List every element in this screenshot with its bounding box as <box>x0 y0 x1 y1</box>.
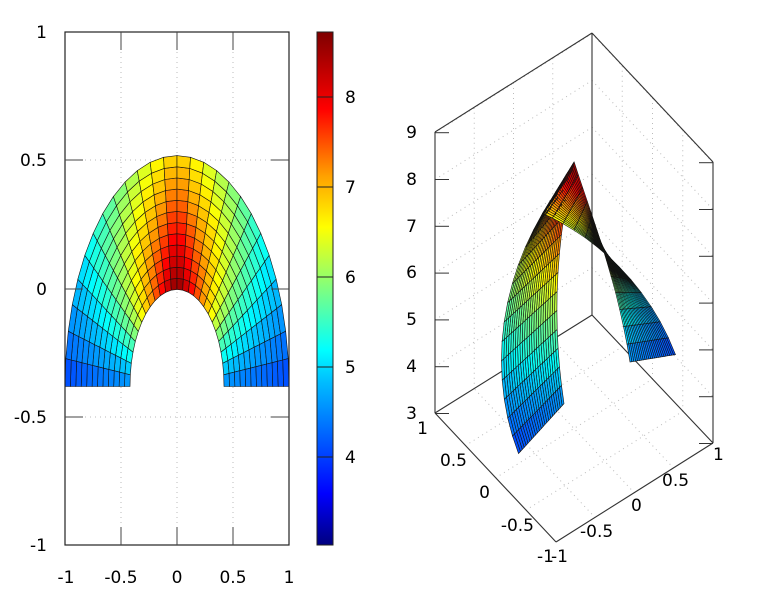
x-tick-label: 0.5 <box>219 568 246 588</box>
x-tick-label: -1 <box>58 568 75 588</box>
z-tick-label: 8 <box>406 170 417 190</box>
grid-lines <box>434 33 714 519</box>
x-tick-label: 1 <box>284 568 295 588</box>
colorbar-tick-label: 5 <box>345 358 356 378</box>
x-tick-label: -0.5 <box>104 568 137 588</box>
tick-marks <box>65 32 289 545</box>
surface-mesh <box>64 155 290 387</box>
y-tick-label: -1 <box>537 547 554 567</box>
axis-box <box>434 32 714 543</box>
colorbar-tick-label: 8 <box>345 88 356 108</box>
x-tick-label: -1 <box>551 547 568 567</box>
x-tick-label: 0.5 <box>662 471 689 491</box>
x-tick-label: 1 <box>713 445 724 465</box>
surface-mesh-3d <box>501 161 676 455</box>
colorbar-tick-label: 6 <box>345 268 356 288</box>
right-3d-plot: 9 8 7 6 5 4 3 1 0.5 0 -0.5 -1 -1 -0.5 0 … <box>406 32 724 567</box>
left-map-plot: 1 0.5 0 -0.5 -1 -1 -0.5 0 0.5 1 <box>14 23 295 588</box>
colorbar-tick-label: 4 <box>345 448 356 468</box>
z-tick-label: 9 <box>406 123 417 143</box>
x-tick-label: 0 <box>631 496 642 516</box>
colorbar: 8 7 6 5 4 <box>316 31 356 546</box>
y-tick-label: 0 <box>36 280 47 300</box>
x-tick-label: -0.5 <box>580 522 613 542</box>
y-tick-label: 1 <box>417 419 428 439</box>
colorbar-tick-label: 7 <box>345 178 356 198</box>
z-tick-label: 3 <box>406 404 417 424</box>
x-tick-label: 0 <box>172 568 183 588</box>
z-tick-label: 7 <box>406 217 417 237</box>
y-tick-label: -0.5 <box>501 516 534 536</box>
z-tick-label: 4 <box>406 357 417 377</box>
y-tick-label: 0 <box>479 483 490 503</box>
grid-lines <box>65 32 289 545</box>
y-tick-label: 0.5 <box>440 451 467 471</box>
y-tick-label: -1 <box>30 536 47 556</box>
z-tick-label: 5 <box>406 310 417 330</box>
y-tick-label: 0.5 <box>20 151 47 171</box>
z-tick-label: 6 <box>406 263 417 283</box>
y-tick-label: -0.5 <box>14 408 47 428</box>
y-tick-label: 1 <box>36 23 47 43</box>
